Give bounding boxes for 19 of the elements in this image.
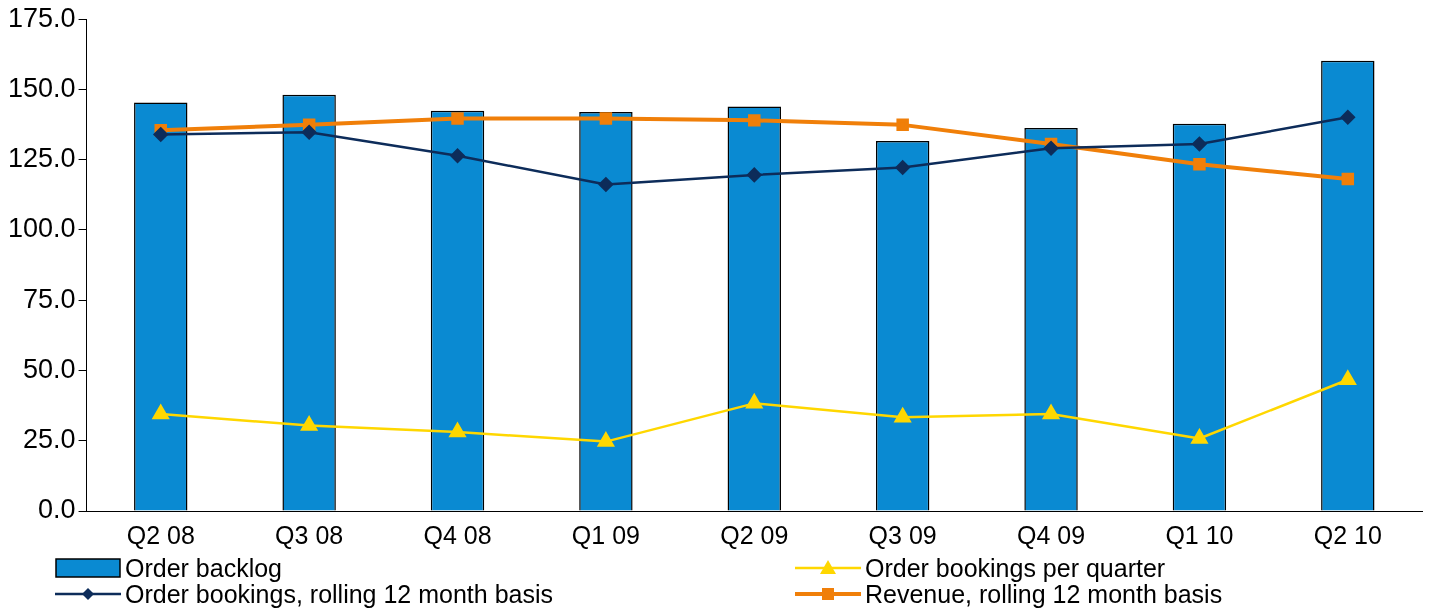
x-tick-label: Q4 08 — [423, 520, 492, 549]
x-tick-label: Q1 10 — [1165, 520, 1234, 549]
x-tick-label: Q2 09 — [720, 520, 789, 549]
y-tick-label: 0.0 — [38, 494, 76, 525]
y-tick-label: 100.0 — [7, 213, 76, 244]
y-tick-label: 125.0 — [7, 143, 76, 174]
x-tick-label: Q4 09 — [1016, 520, 1086, 549]
x-tick-label: Q3 09 — [868, 520, 937, 549]
y-tick-label: 175.0 — [7, 2, 76, 33]
y-tick-label: 50.0 — [23, 353, 76, 384]
x-tick-label: Q2 08 — [126, 520, 195, 549]
x-tick-label: Q1 09 — [571, 520, 640, 549]
y-tick-label: 150.0 — [7, 72, 76, 103]
x-tick-label: Q3 08 — [275, 520, 344, 549]
y-tick-label: 25.0 — [23, 424, 76, 455]
y-tick-label: 75.0 — [23, 283, 76, 314]
legend-label: Order bookings per quarter — [865, 554, 1166, 582]
x-tick-label: Q2 10 — [1313, 520, 1382, 549]
legend-label: Order backlog — [125, 554, 283, 582]
